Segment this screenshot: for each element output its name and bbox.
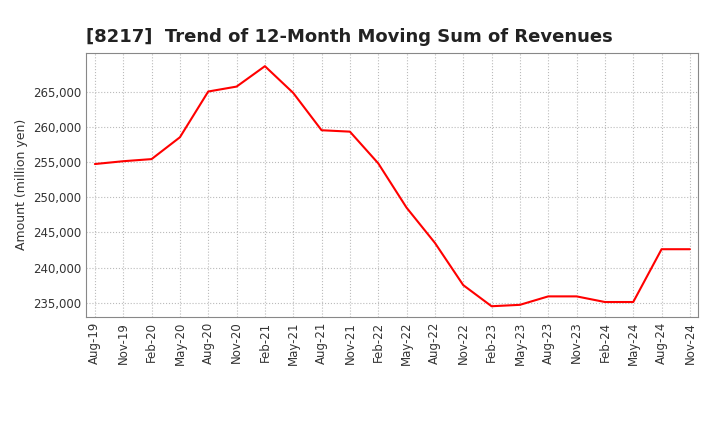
Y-axis label: Amount (million yen): Amount (million yen) <box>14 119 28 250</box>
Text: [8217]  Trend of 12-Month Moving Sum of Revenues: [8217] Trend of 12-Month Moving Sum of R… <box>86 28 613 46</box>
